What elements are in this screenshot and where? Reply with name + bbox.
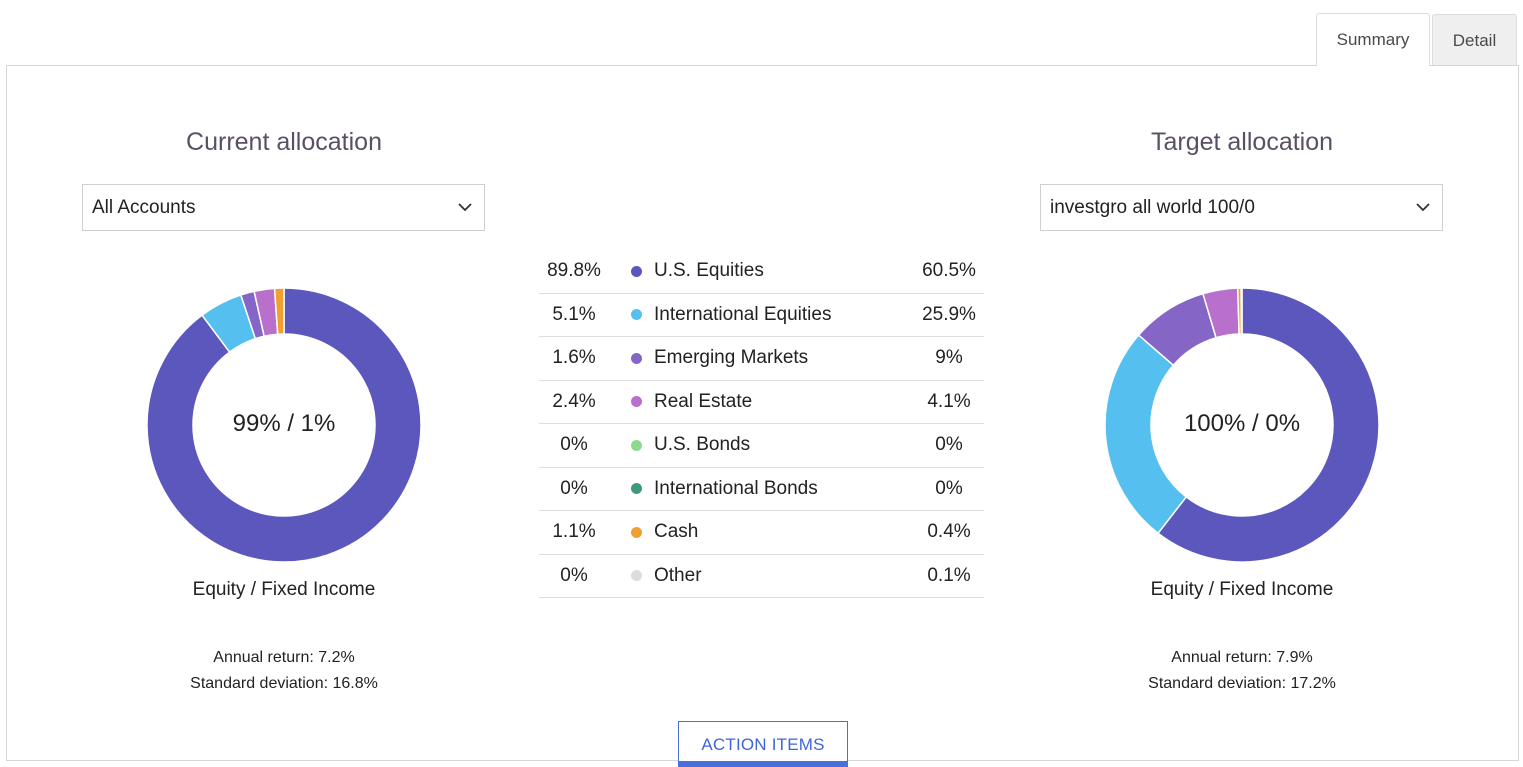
chevron-down-icon	[1416, 203, 1430, 212]
legend-current-value: 2.4%	[552, 390, 596, 412]
legend-dot-cell	[609, 396, 644, 408]
current-allocation-title: Current allocation	[186, 128, 382, 156]
legend-dot-cell	[609, 352, 644, 364]
legend-current-value: 5.1%	[552, 303, 596, 325]
donut-slice-cash	[273, 287, 285, 336]
legend-color-dot-icon	[631, 265, 642, 277]
legend-target-value: 9%	[935, 347, 963, 369]
current-stats: Annual return: 7.2% Standard deviation: …	[82, 645, 486, 697]
legend-color-dot-icon	[631, 352, 642, 364]
current-equity-fixed-ratio: 99% / 1%	[232, 410, 336, 437]
legend-color-dot-icon	[631, 439, 642, 451]
legend-color-dot-icon	[631, 396, 642, 408]
current-allocation-donut	[146, 287, 422, 563]
target-donut-caption: Equity / Fixed Income	[1150, 579, 1334, 600]
legend-row: 1.1% Cash 0.4%	[539, 511, 984, 555]
legend-category-name: International Equities	[654, 303, 832, 325]
chevron-down-icon	[458, 203, 472, 212]
target-std-dev: Standard deviation: 17.2%	[1148, 675, 1336, 692]
legend-row: 1.6% Emerging Markets 9%	[539, 337, 984, 381]
legend-dot-cell	[609, 439, 644, 451]
legend-target-value: 60.5%	[922, 260, 976, 282]
legend-current-value: 0%	[560, 477, 588, 499]
legend-color-dot-icon	[631, 309, 642, 321]
current-donut-caption: Equity / Fixed Income	[192, 579, 376, 600]
legend-category-name: Other	[654, 564, 702, 586]
legend-current-value: 89.8%	[547, 260, 601, 282]
tab-summary[interactable]: Summary	[1316, 13, 1430, 66]
action-items-button[interactable]: ACTION ITEMS	[678, 721, 848, 767]
legend-target-value: 4.1%	[927, 390, 971, 412]
legend-current-value: 1.6%	[552, 347, 596, 369]
allocation-panel	[6, 65, 1519, 761]
portfolio-select[interactable]: investgro all world 100/0	[1040, 184, 1443, 231]
target-allocation-title: Target allocation	[1150, 128, 1334, 156]
legend-target-value: 0.1%	[927, 564, 971, 586]
legend-current-value: 0%	[560, 434, 588, 456]
account-select-value: All Accounts	[92, 196, 196, 218]
current-annual-return: Annual return: 7.2%	[213, 649, 355, 666]
allocation-legend-table: 89.8% U.S. Equities 60.5% 5.1% International…	[539, 250, 984, 598]
legend-category-name: U.S. Bonds	[654, 434, 751, 456]
legend-target-value: 0%	[935, 477, 963, 499]
target-annual-return: Annual return: 7.9%	[1171, 649, 1313, 666]
legend-row: 2.4% Real Estate 4.1%	[539, 381, 984, 424]
portfolio-select-value: investgro all world 100/0	[1050, 196, 1255, 218]
target-stats: Annual return: 7.9% Standard deviation: …	[1040, 645, 1444, 697]
legend-dot-cell	[609, 265, 644, 277]
donut-slice-u-s-equities	[1156, 287, 1380, 563]
action-items-label: ACTION ITEMS	[701, 734, 825, 754]
legend-category-name: International Bonds	[654, 477, 818, 499]
legend-row: 5.1% International Equities 25.9%	[539, 294, 984, 337]
legend-target-value: 0.4%	[927, 521, 971, 543]
button-underline	[678, 761, 848, 767]
account-select[interactable]: All Accounts	[82, 184, 485, 231]
legend-current-value: 1.1%	[552, 521, 596, 543]
legend-row: 89.8% U.S. Equities 60.5%	[539, 250, 984, 294]
legend-color-dot-icon	[631, 526, 642, 538]
legend-target-value: 0%	[935, 434, 963, 456]
legend-dot-cell	[609, 526, 644, 538]
legend-color-dot-icon	[631, 570, 642, 582]
legend-dot-cell	[609, 570, 644, 582]
legend-category-name: Emerging Markets	[654, 347, 809, 369]
donut-slice-other	[1240, 287, 1243, 335]
tab-detail[interactable]: Detail	[1432, 14, 1517, 66]
legend-category-name: Real Estate	[654, 390, 753, 412]
legend-color-dot-icon	[631, 483, 642, 495]
donut-slice-u-s-equities	[146, 287, 422, 563]
legend-row: 0% U.S. Bonds 0%	[539, 424, 984, 468]
target-allocation-donut	[1104, 287, 1380, 563]
view-tabs: Summary Detail	[1316, 13, 1517, 66]
legend-current-value: 0%	[560, 564, 588, 586]
target-equity-fixed-ratio: 100% / 0%	[1183, 410, 1301, 437]
legend-dot-cell	[609, 483, 644, 495]
current-std-dev: Standard deviation: 16.8%	[190, 675, 378, 692]
legend-dot-cell	[609, 309, 644, 321]
legend-row: 0% International Bonds 0%	[539, 468, 984, 511]
legend-category-name: Cash	[654, 521, 699, 543]
legend-row: 0% Other 0.1%	[539, 555, 984, 598]
legend-category-name: U.S. Equities	[654, 260, 764, 282]
legend-target-value: 25.9%	[922, 303, 976, 325]
